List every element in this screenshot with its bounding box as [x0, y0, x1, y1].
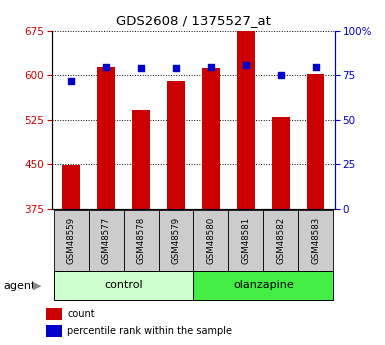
Bar	[237, 31, 254, 209]
Point	[208, 64, 214, 69]
Bar	[193, 210, 228, 271]
Bar	[54, 271, 193, 300]
Text: agent: agent	[4, 281, 36, 290]
Text: GSM48579: GSM48579	[171, 217, 181, 264]
Bar	[263, 210, 298, 271]
Bar	[124, 210, 159, 271]
Text: olanzapine: olanzapine	[233, 280, 294, 290]
Bar	[298, 210, 333, 271]
Title: GDS2608 / 1375527_at: GDS2608 / 1375527_at	[116, 14, 271, 27]
Bar	[307, 74, 325, 209]
Text: GSM48581: GSM48581	[241, 217, 250, 264]
Text: GSM48580: GSM48580	[206, 217, 216, 264]
Point	[313, 64, 319, 69]
Bar	[202, 68, 220, 209]
Text: control: control	[104, 280, 143, 290]
Bar	[132, 110, 150, 209]
Text: GSM48578: GSM48578	[137, 217, 146, 264]
Text: percentile rank within the sample: percentile rank within the sample	[67, 326, 233, 336]
Point	[103, 64, 109, 69]
Point	[138, 66, 144, 71]
Bar	[167, 81, 185, 209]
Text: GSM48577: GSM48577	[102, 217, 110, 264]
Bar	[193, 271, 333, 300]
Text: count: count	[67, 309, 95, 319]
Bar	[159, 210, 194, 271]
Text: ▶: ▶	[33, 281, 41, 290]
Text: GSM48582: GSM48582	[276, 217, 285, 264]
Point	[278, 73, 284, 78]
Bar	[54, 210, 89, 271]
Point	[173, 66, 179, 71]
Point	[243, 62, 249, 68]
Text: GSM48583: GSM48583	[311, 217, 320, 264]
Text: GSM48559: GSM48559	[67, 217, 76, 264]
Bar	[89, 210, 124, 271]
Bar	[62, 166, 80, 209]
Bar	[228, 210, 263, 271]
Bar	[272, 117, 290, 209]
Bar	[97, 67, 115, 209]
Point	[68, 78, 74, 83]
